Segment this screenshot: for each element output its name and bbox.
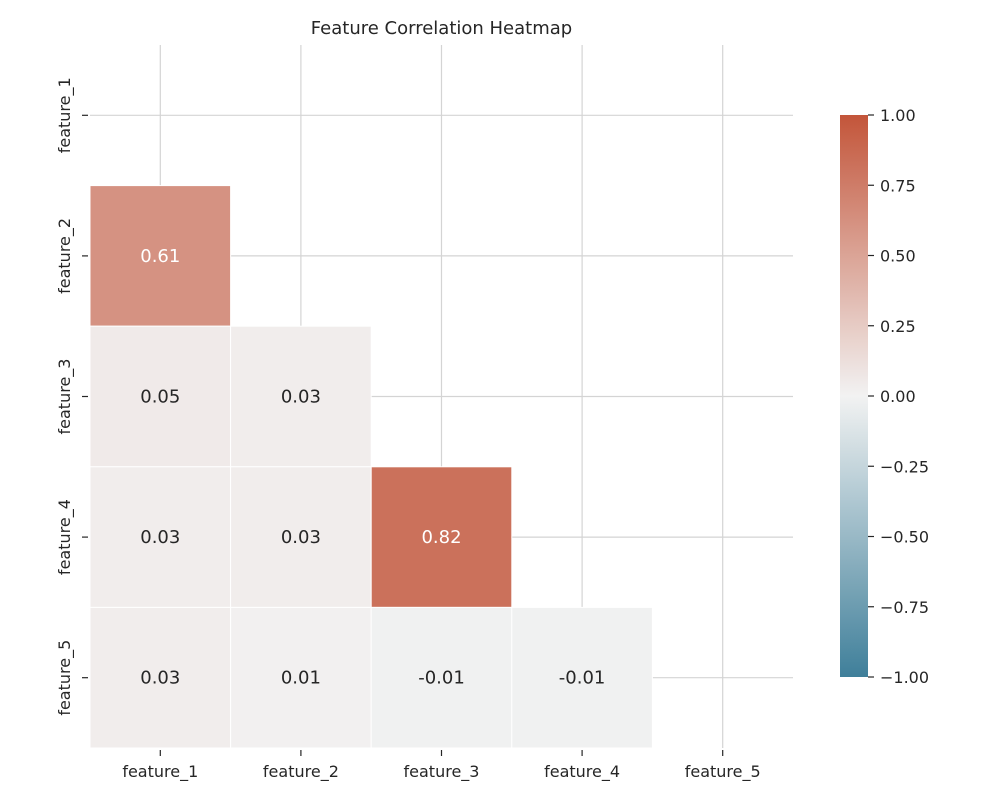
- colorbar-tick-label: 0.25: [880, 317, 916, 336]
- cell-label-3-2: 0.03: [281, 387, 321, 408]
- cell-label-4-2: 0.03: [281, 527, 321, 548]
- chart-title: Feature Correlation Heatmap: [310, 18, 573, 39]
- x-tick-label: feature_5: [685, 762, 761, 782]
- cell-label-5-2: 0.01: [281, 668, 321, 689]
- heatmap-cell-4-2: [230, 466, 372, 608]
- colorbar-tick-label: −1.00: [880, 668, 929, 687]
- x-tick-label: feature_3: [404, 762, 480, 782]
- heatmap-cell-5-1: [89, 606, 232, 749]
- cell-label-4-1: 0.03: [140, 527, 180, 548]
- y-tick-label: feature_3: [55, 359, 75, 435]
- colorbar-tick-label: −0.50: [880, 528, 929, 547]
- heatmap-cell-3-1: [89, 325, 232, 468]
- heatmap-cell-2-1: [89, 185, 232, 327]
- heatmap-cell-4-3: [370, 466, 513, 608]
- cell-label-5-4: -0.01: [559, 668, 606, 689]
- x-tick-label: feature_1: [122, 762, 198, 782]
- colorbar-tick-label: 0.75: [880, 176, 916, 195]
- colorbar-tick-label: 1.00: [880, 106, 916, 125]
- heatmap-cell-5-2: [230, 606, 372, 749]
- cell-label-4-3: 0.82: [421, 527, 461, 548]
- y-tick-label: feature_2: [55, 218, 75, 294]
- colorbar: [840, 115, 868, 677]
- x-tick-label: feature_4: [544, 762, 620, 782]
- y-tick-label: feature_5: [55, 640, 75, 716]
- colorbar-tick-label: 0.00: [880, 387, 916, 406]
- cell-label-5-3: -0.01: [418, 668, 465, 689]
- y-tick-label: feature_1: [55, 77, 75, 153]
- colorbar-tick-label: 0.50: [880, 247, 916, 266]
- colorbar-tick-label: −0.75: [880, 598, 929, 617]
- x-tick-label: feature_2: [263, 762, 339, 782]
- y-tick-label: feature_4: [55, 499, 75, 575]
- heatmap-cell-5-4: [511, 606, 653, 749]
- heatmap-cell-5-3: [370, 606, 513, 749]
- cell-label-3-1: 0.05: [140, 387, 180, 408]
- cell-label-2-1: 0.61: [140, 246, 180, 267]
- cell-label-5-1: 0.03: [140, 668, 180, 689]
- colorbar-tick-label: −0.25: [880, 457, 929, 476]
